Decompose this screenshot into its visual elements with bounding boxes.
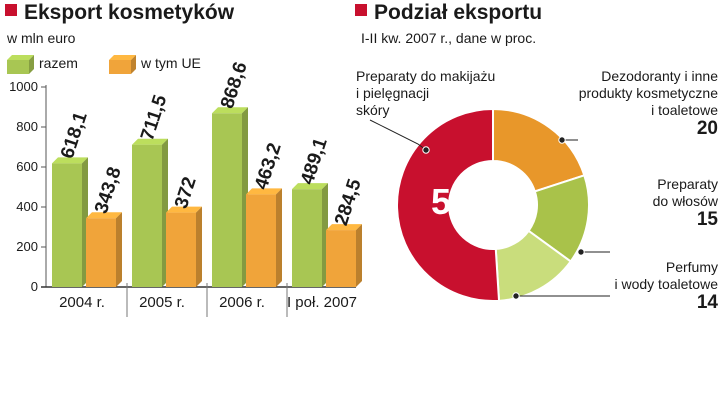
bar-razem-2 <box>212 107 248 287</box>
value-label-razem-0: 618,1 <box>57 109 92 162</box>
legend-label-ue: w tym UE <box>141 55 201 71</box>
y-tick-label: 0 <box>30 279 38 294</box>
pie-chart-title: Podział eksportu <box>374 1 543 24</box>
value-label-razem-2: 868,6 <box>217 59 252 112</box>
y-tick-label: 400 <box>16 199 38 214</box>
legend-swatch-0 <box>7 55 34 74</box>
slice-label-0: Dezodoranty i inne produkty kosmetyczne i … <box>579 68 718 138</box>
value-label-ue-1: 372 <box>171 174 201 211</box>
leader-dot <box>558 136 566 144</box>
value-label-razem-3: 489,1 <box>297 135 332 188</box>
bar-chart-title: Eksport kosmetyków <box>24 1 235 24</box>
slice-label-line: produkty kosmetyczne <box>578 85 718 101</box>
slice-value-2: 14 <box>696 292 718 313</box>
x-category-label: 2004 r. <box>59 294 105 311</box>
bar-ue-3 <box>326 224 362 287</box>
legend-swatch-1 <box>109 55 136 74</box>
bar-ue-1 <box>166 206 202 287</box>
slice-label-line: Dezodoranty i inne <box>601 68 718 84</box>
legend-swatches <box>7 55 136 74</box>
value-label-razem-1: 711,5 <box>137 92 172 143</box>
slice-label-line: Preparaty do makijażu <box>356 68 496 84</box>
slice-value-3: 51 <box>431 181 471 222</box>
leader-dot <box>577 248 585 256</box>
slice-label-line: Preparaty <box>657 176 718 192</box>
donut-chart-svg: 51 <box>369 107 610 302</box>
y-tick-label: 1000 <box>9 79 38 94</box>
value-label-ue-0: 343,8 <box>91 164 126 217</box>
slice-label-3: Preparaty do makijażu i pielęgnacji skóry <box>356 68 495 119</box>
title-marker-right <box>355 4 367 16</box>
bar-chart-svg <box>41 85 362 317</box>
y-tick-label: 200 <box>16 239 38 254</box>
slice-label-line: i toaletowe <box>651 102 718 118</box>
legend-label-razem: razem <box>39 55 78 71</box>
value-label-ue-2: 463,2 <box>251 140 286 193</box>
leader-dot <box>422 146 430 154</box>
x-category-label: 2006 r. <box>219 294 265 311</box>
bar-ue-0 <box>86 212 122 287</box>
bar-ue-2 <box>246 188 282 287</box>
donut-slice-3 <box>396 107 501 302</box>
slice-value-0: 20 <box>696 118 718 139</box>
slice-label-1: Preparaty do włosów 15 <box>653 176 718 229</box>
bar-chart-subtitle: w mln euro <box>7 30 76 46</box>
leader-dot <box>512 292 520 300</box>
pie-chart-subtitle: I-II kw. 2007 r., dane w proc. <box>361 30 537 46</box>
slice-value-1: 15 <box>696 209 718 230</box>
x-category-label: I poł. 2007 <box>286 294 358 311</box>
bar-razem-3 <box>292 183 328 287</box>
title-marker-left <box>5 4 17 16</box>
slice-label-2: Perfumy i wody toaletowe 14 <box>614 259 718 312</box>
x-category-label: 2005 r. <box>139 294 185 311</box>
bar-razem-0 <box>52 157 88 287</box>
slice-label-line: i wody toaletowe <box>614 276 718 292</box>
y-tick-label: 800 <box>16 119 38 134</box>
y-tick-label: 600 <box>16 159 38 174</box>
value-label-ue-3: 284,5 <box>331 176 366 229</box>
slice-label-line: i pielęgnacji <box>356 85 430 101</box>
slice-label-line: do włosów <box>652 193 718 209</box>
slice-label-line: skóry <box>356 102 390 118</box>
slice-label-line: Perfumy <box>665 259 718 275</box>
bar-razem-1 <box>132 138 168 287</box>
